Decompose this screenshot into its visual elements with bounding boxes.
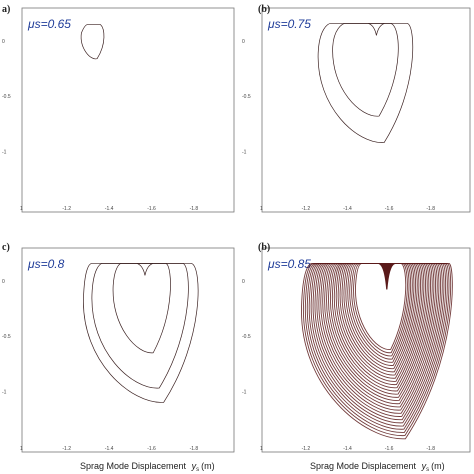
orbit-line (335, 262, 423, 382)
x-tick-label: 1 (260, 446, 263, 452)
orbit-line (351, 262, 410, 357)
x-tick-label: -1.2 (62, 206, 71, 212)
plot-frame (261, 247, 471, 453)
orbit-line (306, 262, 448, 430)
panel-label: (b) (258, 242, 270, 253)
orbit-line (302, 262, 452, 437)
y-tick-label: -1 (2, 389, 7, 395)
y-tick-label: -1 (242, 389, 247, 395)
mu-annotation: μs=0.75 (267, 17, 311, 31)
panel-4: (b) μs=0.85 1 -1.2 -1.4 -1.6 -1.8 0 -0.5 -1 (242, 242, 471, 453)
x-tick-label: -1.2 (302, 446, 311, 452)
y-tick-label: 0 (2, 39, 5, 45)
orbit-line (308, 262, 447, 427)
orbit-line (331, 262, 426, 389)
y-tick-label: 0 (242, 39, 245, 45)
orbit-line (112, 263, 171, 354)
orbit-line (337, 262, 422, 379)
x-tick-label: -1.4 (343, 206, 352, 212)
y-tick-label: -0.5 (242, 94, 251, 100)
orbit-line (343, 262, 417, 370)
orbit-line (332, 23, 399, 117)
orbit-line (341, 262, 418, 373)
mu-annotation: μs=0.65 (27, 17, 71, 31)
x-tick-label: -1.6 (385, 446, 394, 452)
panel-3: c) μs=0.8 1 -1.2 -1.4 -1.6 -1.8 0 -0.5 -1 (2, 242, 235, 453)
orbit-line (353, 262, 408, 354)
orbit-line (318, 262, 438, 411)
x-tick-label: -1.8 (426, 206, 435, 212)
stick-notch (378, 262, 396, 290)
x-tick-label: -1.4 (105, 446, 114, 452)
panel-label: (b) (258, 4, 270, 15)
x-tick-label: -1.2 (302, 206, 311, 212)
panel-1: a) μs=0.65 1 -1.2 -1.4 -1.6 -1.8 0 -0.5 -1 (2, 4, 235, 213)
orbit-line (355, 262, 407, 350)
orbit-line (328, 262, 430, 395)
orbit-line (349, 262, 412, 360)
orbit-line (333, 262, 425, 385)
x-tick-label: -1.8 (190, 206, 199, 212)
x-axis-label-left: Sprag Mode Displacement ys (m) (80, 461, 215, 473)
y-tick-label: -0.5 (2, 94, 11, 100)
stick-notch (136, 263, 154, 276)
orbit-line (304, 262, 450, 433)
x-tick-label: -1.4 (105, 206, 114, 212)
y-tick-label: -1 (242, 149, 247, 155)
y-tick-label: -0.5 (2, 334, 11, 340)
orbit-line (320, 262, 437, 408)
orbit-line (310, 262, 445, 424)
orbit-line (326, 262, 431, 398)
panel-2: (b) μs=0.75 1 -1.2 -1.4 -1.6 -1.8 0 -0.5 -1 (242, 4, 471, 213)
orbit-line (322, 262, 435, 405)
orbit-line (330, 262, 428, 392)
x-tick-label: -1.6 (147, 446, 156, 452)
orbit-line (317, 23, 414, 143)
y-tick-label: -1 (2, 149, 7, 155)
panel-label: a) (2, 4, 10, 15)
orbit-line (345, 262, 415, 366)
x-tick-label: -1.6 (385, 206, 394, 212)
panel-label: c) (2, 242, 10, 253)
x-tick-label: 1 (20, 206, 23, 212)
x-tick-label: -1.8 (426, 446, 435, 452)
plot-frame (261, 7, 471, 213)
x-tick-label: 1 (260, 206, 263, 212)
y-tick-label: 0 (2, 279, 5, 285)
x-tick-label: -1.8 (190, 446, 199, 452)
orbit-line (347, 262, 413, 363)
orbit-line (80, 24, 105, 60)
plot-frame (21, 247, 235, 453)
orbit-line (324, 262, 433, 401)
orbit-line (301, 262, 453, 440)
plot-frame (21, 7, 235, 213)
y-tick-label: 0 (242, 279, 245, 285)
x-axis-label-right: Sprag Mode Displacement ys (m) (310, 461, 445, 473)
orbit-line (312, 262, 443, 421)
y-tick-label: -0.5 (242, 334, 251, 340)
orbit-line (339, 262, 420, 376)
orbit-line (83, 263, 199, 403)
mu-annotation: μs=0.85 (267, 257, 311, 271)
x-tick-label: -1.2 (62, 446, 71, 452)
orbit-line (314, 262, 442, 417)
stick-notch (368, 23, 385, 36)
x-tick-label: -1.4 (343, 446, 352, 452)
x-tick-label: 1 (20, 446, 23, 452)
mu-annotation: μs=0.8 (27, 257, 65, 271)
orbit-line (316, 262, 440, 414)
x-tick-label: -1.6 (147, 206, 156, 212)
orbit-line (91, 263, 189, 389)
